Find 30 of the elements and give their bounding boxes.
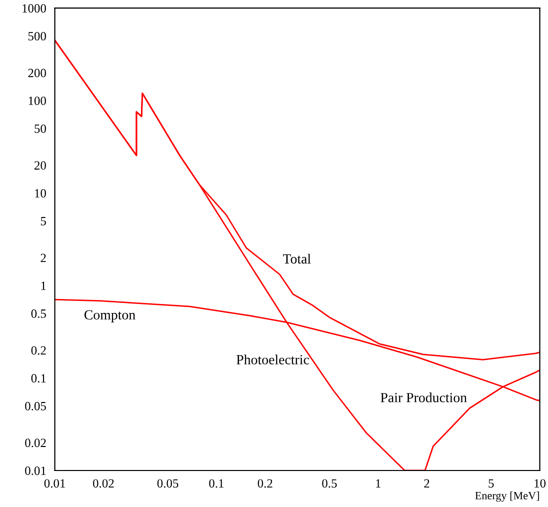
y-tick-label: 50 bbox=[34, 124, 46, 133]
y-tick-label: 0.2 bbox=[31, 346, 46, 355]
y-tick-label: 200 bbox=[28, 68, 46, 78]
series-label: Pair Production bbox=[380, 392, 467, 402]
y-tick-label: 500 bbox=[28, 32, 46, 40]
y-tick-label: 2 bbox=[40, 254, 46, 262]
series-label: Compton bbox=[84, 310, 136, 322]
x-axis-title: Energy [MeV] bbox=[475, 492, 539, 502]
y-tick-label: 0.1 bbox=[31, 374, 46, 383]
x-tick-label: 0.05 bbox=[157, 479, 178, 488]
x-tick-label: 0.1 bbox=[209, 479, 224, 488]
y-tick-label: 0.02 bbox=[25, 438, 46, 448]
y-tick-label: 1000 bbox=[22, 4, 46, 13]
y-tick-label: 0.5 bbox=[31, 309, 46, 318]
y-tick-label: 5 bbox=[40, 217, 46, 226]
y-tick-label: 1 bbox=[41, 282, 46, 290]
y-tick-label: 0.05 bbox=[25, 402, 46, 410]
y-tick-label: 20 bbox=[34, 161, 46, 170]
y-tick-label: 10 bbox=[35, 189, 46, 198]
x-tick-label: 0.02 bbox=[93, 479, 114, 488]
y-tick-label: 100 bbox=[28, 96, 46, 106]
x-tick-label: 5 bbox=[488, 479, 494, 488]
x-tick-label: 0.2 bbox=[258, 479, 272, 488]
x-tick-label: 2 bbox=[424, 479, 430, 488]
x-tick-label: 0.5 bbox=[322, 479, 337, 488]
x-tick-label: 10 bbox=[534, 479, 546, 488]
series-label: Total bbox=[282, 254, 311, 264]
x-tick-label: 1 bbox=[376, 479, 380, 488]
y-tick-label: 0.01 bbox=[25, 466, 46, 476]
series-label: Photoelectric bbox=[236, 354, 309, 364]
